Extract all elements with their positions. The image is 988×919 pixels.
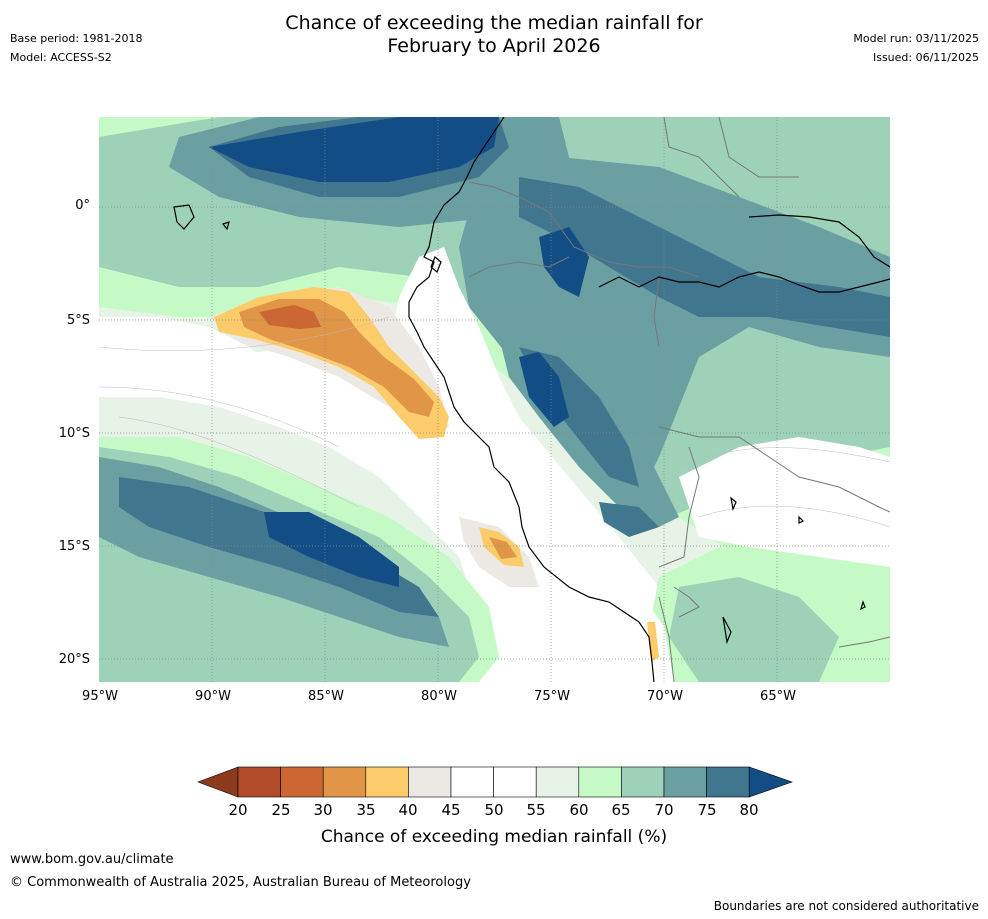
colorbar-40-45 [408, 766, 452, 798]
lon-tick-85w: 85°W [308, 689, 344, 704]
lon-tick-95w: 95°W [82, 689, 118, 704]
issued-text: Issued: 06/11/2025 [872, 51, 979, 64]
colorbar-tick: 45 [441, 801, 461, 819]
lon-tick-65w: 65°W [760, 689, 796, 704]
colorbar-35-40 [365, 766, 409, 798]
colorbar-below-20 [197, 766, 239, 798]
colorbar-tick: 30 [313, 801, 333, 819]
colorbar-tick: 65 [611, 801, 631, 819]
colorbar-tick: 80 [739, 801, 759, 819]
zone-above-80 [519, 352, 569, 427]
zone-75-80 [119, 477, 439, 617]
rainfall-map [99, 117, 890, 682]
zone-75-80 [519, 177, 890, 337]
title-line-2: February to April 2026 [387, 35, 601, 57]
title-line-1: Chance of exceeding the median rainfall … [285, 12, 703, 34]
zone-35-40 [647, 622, 659, 662]
zone-75-80 [599, 502, 659, 537]
contour-lines [99, 316, 890, 528]
zone-45-55 [389, 247, 674, 682]
colorbar-20-25 [237, 766, 281, 798]
coastline [173, 117, 890, 682]
colorbar-55-60 [535, 766, 580, 798]
lat-tick-0: 0° [75, 198, 90, 213]
colorbar-title: Chance of exceeding median rainfall (%) [320, 827, 668, 847]
lat-tick-20s: 20°S [58, 652, 90, 667]
colorbar-70-75 [663, 766, 707, 798]
model-text: Model: ACCESS-S2 [10, 51, 112, 64]
map-title: Chance of exceeding the median rainfall … [0, 12, 988, 58]
lat-tick-10s: 10°S [58, 426, 90, 441]
lon-tick-75w: 75°W [534, 689, 570, 704]
zone-30-35 [239, 299, 434, 417]
colorbar [197, 766, 793, 798]
colorbar-tick: 70 [654, 801, 674, 819]
zone-above-80 [539, 227, 589, 297]
copyright-text: © Commonwealth of Australia 2025, Austra… [10, 875, 471, 890]
model-run-text: Model run: 03/11/2025 [853, 32, 979, 45]
colorbar-tick: 55 [526, 801, 546, 819]
colorbar-75-80 [706, 766, 750, 798]
zone-25-30 [259, 305, 321, 329]
lon-tick-80w: 80°W [421, 689, 457, 704]
website-link[interactable]: www.bom.gov.au/climate [10, 852, 174, 867]
colorbar-tick: 60 [569, 801, 589, 819]
colorbar-45-50 [450, 766, 494, 798]
colorbar-50-55 [493, 766, 537, 798]
country-borders [468, 117, 890, 682]
colorbar-tick: 20 [228, 801, 248, 819]
lon-tick-70w: 70°W [647, 689, 683, 704]
colorbar-30-35 [322, 766, 367, 798]
colorbar-tick: 75 [697, 801, 717, 819]
colorbar-65-70 [621, 766, 665, 798]
base-period-text: Base period: 1981-2018 [10, 32, 143, 45]
colorbar-25-30 [280, 766, 324, 798]
colorbar-above-80 [748, 766, 793, 798]
colorbar-tick: 35 [356, 801, 376, 819]
zone-above-80 [264, 512, 399, 587]
lat-tick-15s: 15°S [58, 539, 90, 554]
zone-65-70 [669, 577, 839, 682]
colorbar-tick: 50 [484, 801, 504, 819]
lon-tick-90w: 90°W [195, 689, 231, 704]
graticule [99, 117, 890, 682]
zone-45-55 [99, 317, 369, 457]
lat-tick-5s: 5°S [66, 313, 90, 328]
colorbar-tick: 25 [271, 801, 291, 819]
disclaimer-text: Boundaries are not considered authoritat… [713, 899, 979, 913]
zone-45-55 [679, 437, 890, 567]
zone-above-80 [209, 117, 499, 182]
colorbar-60-65 [578, 766, 622, 798]
colorbar-tick: 40 [398, 801, 418, 819]
zone-30-35 [489, 537, 517, 559]
